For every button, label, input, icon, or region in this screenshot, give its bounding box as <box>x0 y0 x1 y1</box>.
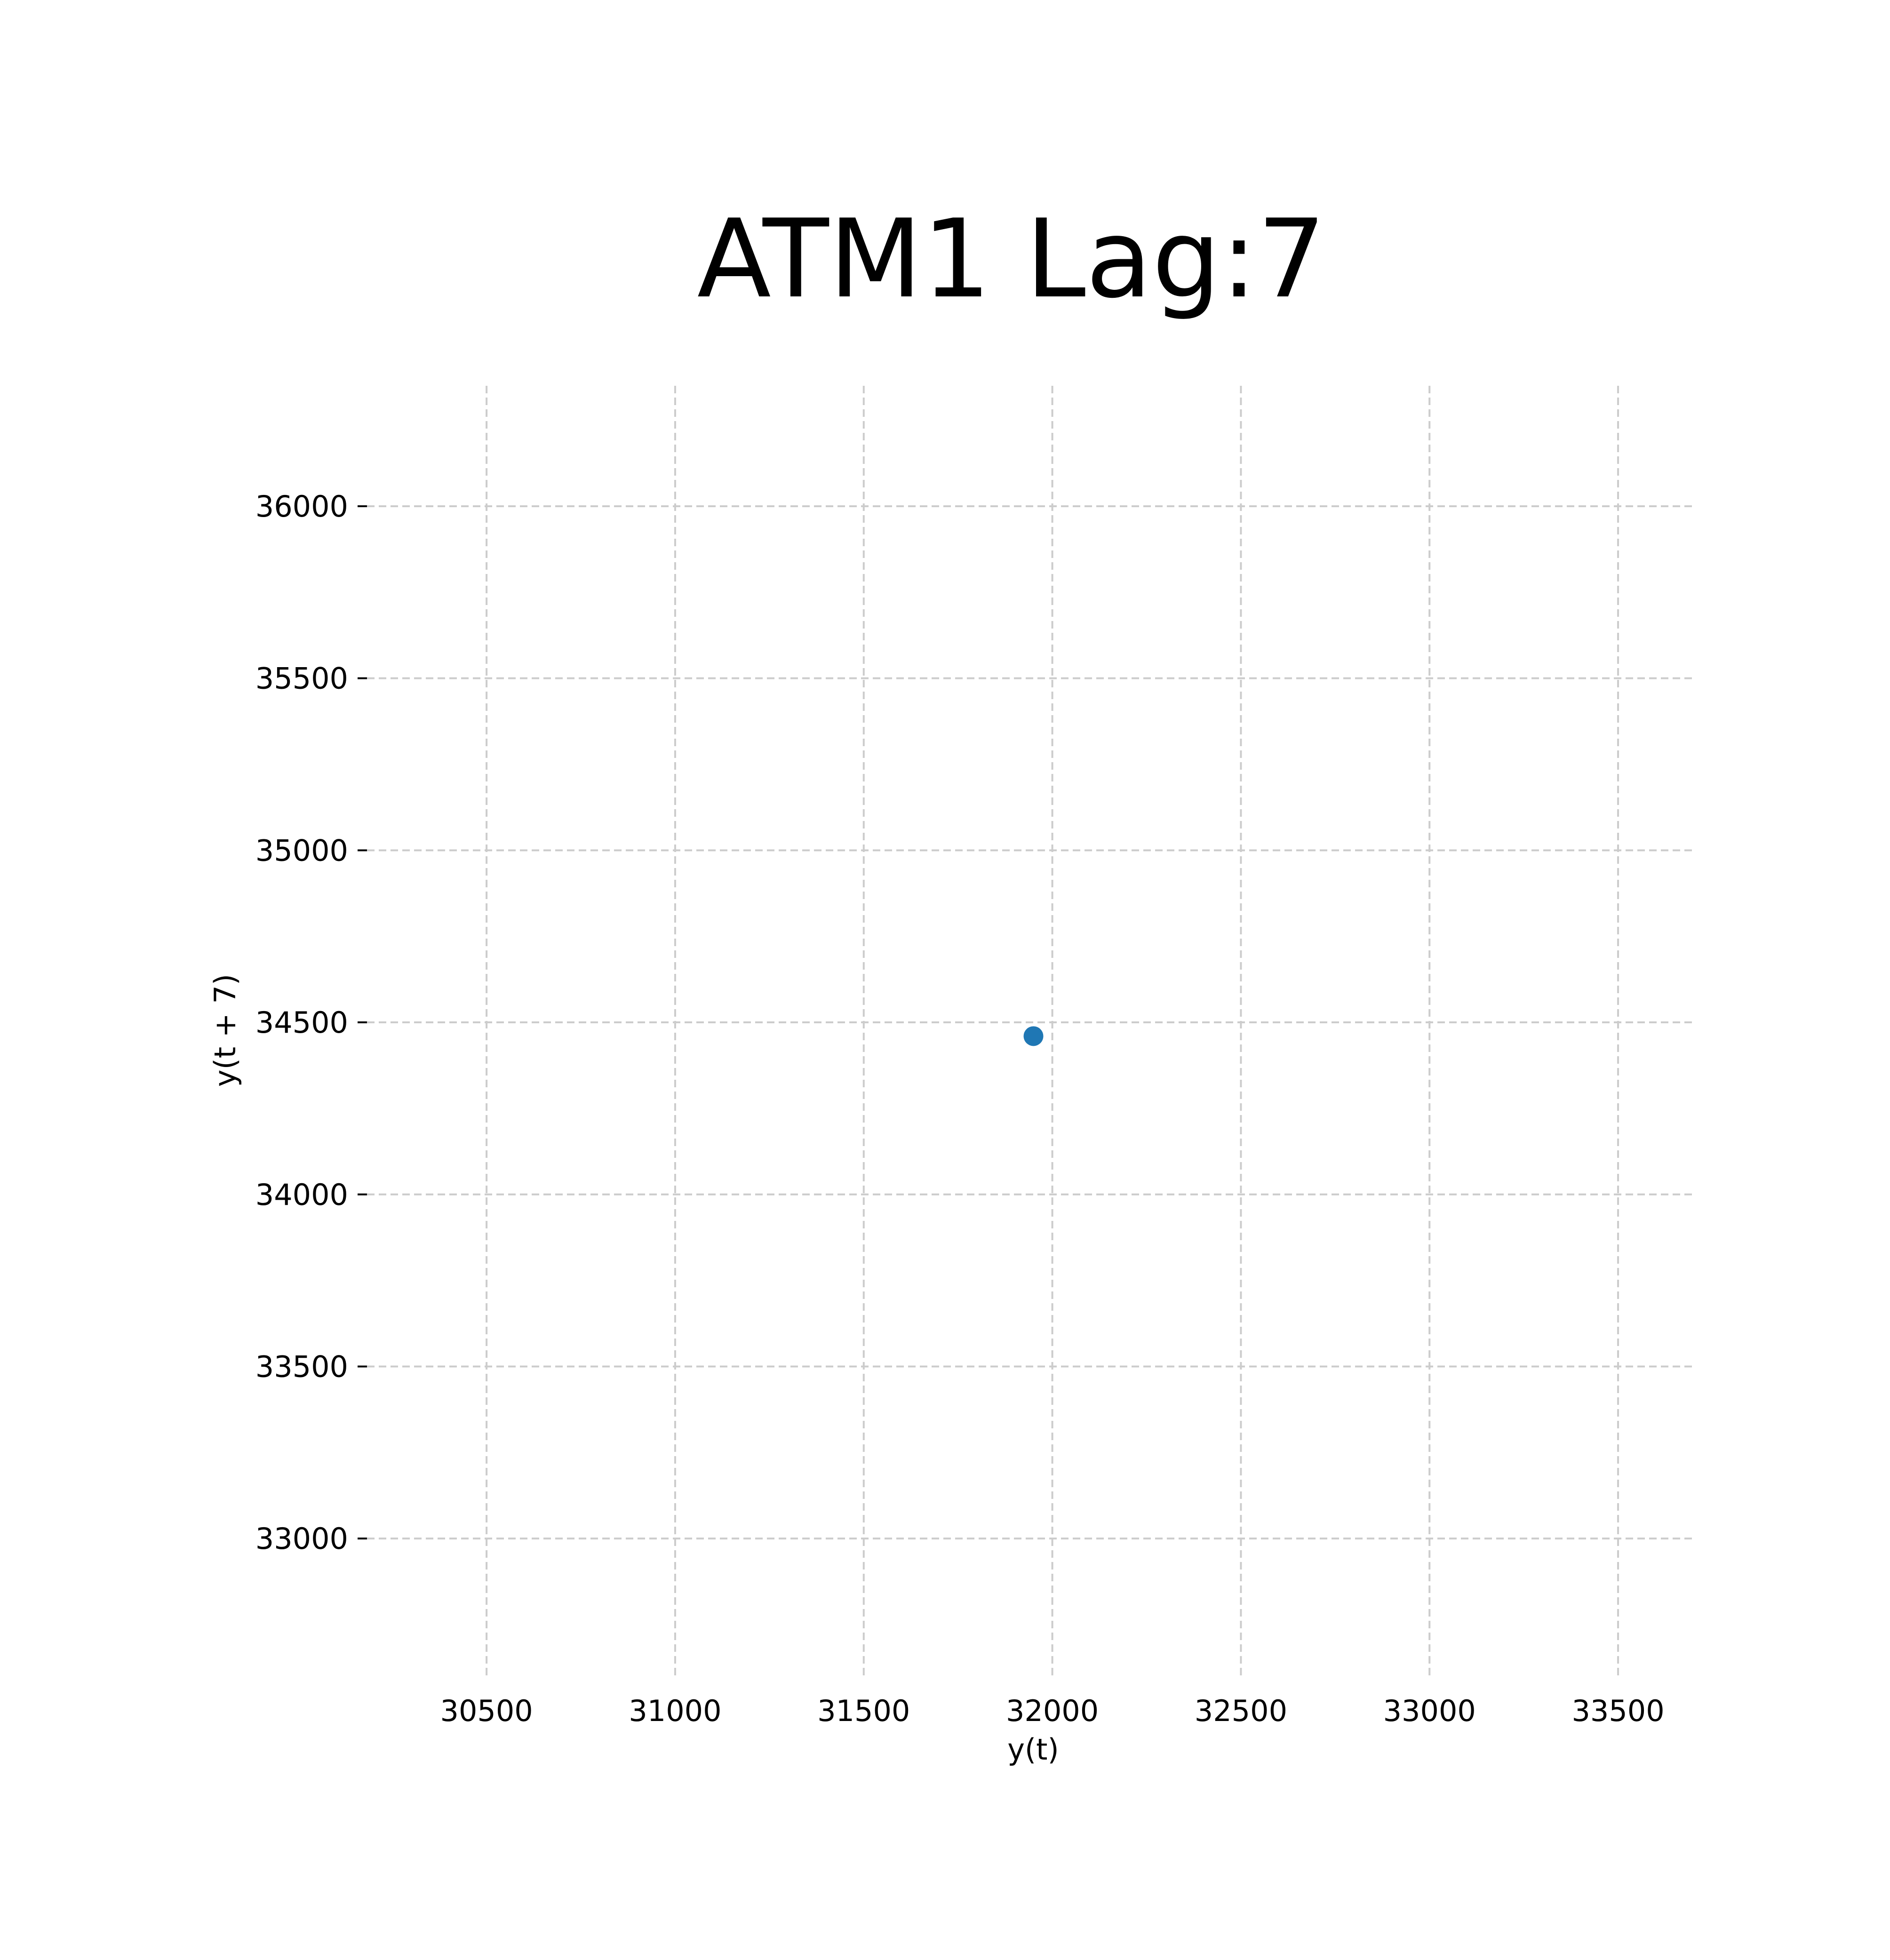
x-axis-label: y(t) <box>1007 1732 1059 1767</box>
y-tick-label: 35000 <box>255 833 348 868</box>
y-tick-label: 34500 <box>255 1005 348 1040</box>
y-tick-label: 35500 <box>255 661 348 696</box>
x-tick-label: 33000 <box>1383 1694 1476 1728</box>
y-tick-label: 33000 <box>255 1522 348 1556</box>
x-tick-label: 31500 <box>817 1694 910 1728</box>
data-points <box>1023 1026 1044 1046</box>
x-tick-labels: 30500 31000 31500 32000 32500 33000 33500 <box>440 1694 1665 1728</box>
x-tick-label: 32500 <box>1195 1694 1287 1728</box>
grid-lines <box>367 386 1696 1680</box>
y-tick-label: 34000 <box>255 1178 348 1212</box>
axis-ticks <box>358 505 367 1540</box>
x-tick-label: 32000 <box>1006 1694 1099 1728</box>
y-tick-label: 36000 <box>255 489 348 524</box>
data-point <box>1023 1026 1044 1046</box>
y-tick-labels: 33000 33500 34000 34500 35000 35500 36000 <box>255 489 348 1556</box>
x-tick-label: 31000 <box>629 1694 721 1728</box>
chart-title: ATM1 Lag:7 <box>697 197 1326 322</box>
y-tick-label: 33500 <box>255 1349 348 1384</box>
x-tick-label: 30500 <box>440 1694 533 1728</box>
x-tick-label: 33500 <box>1571 1694 1664 1728</box>
y-axis-label: y(t + 7) <box>208 974 242 1087</box>
